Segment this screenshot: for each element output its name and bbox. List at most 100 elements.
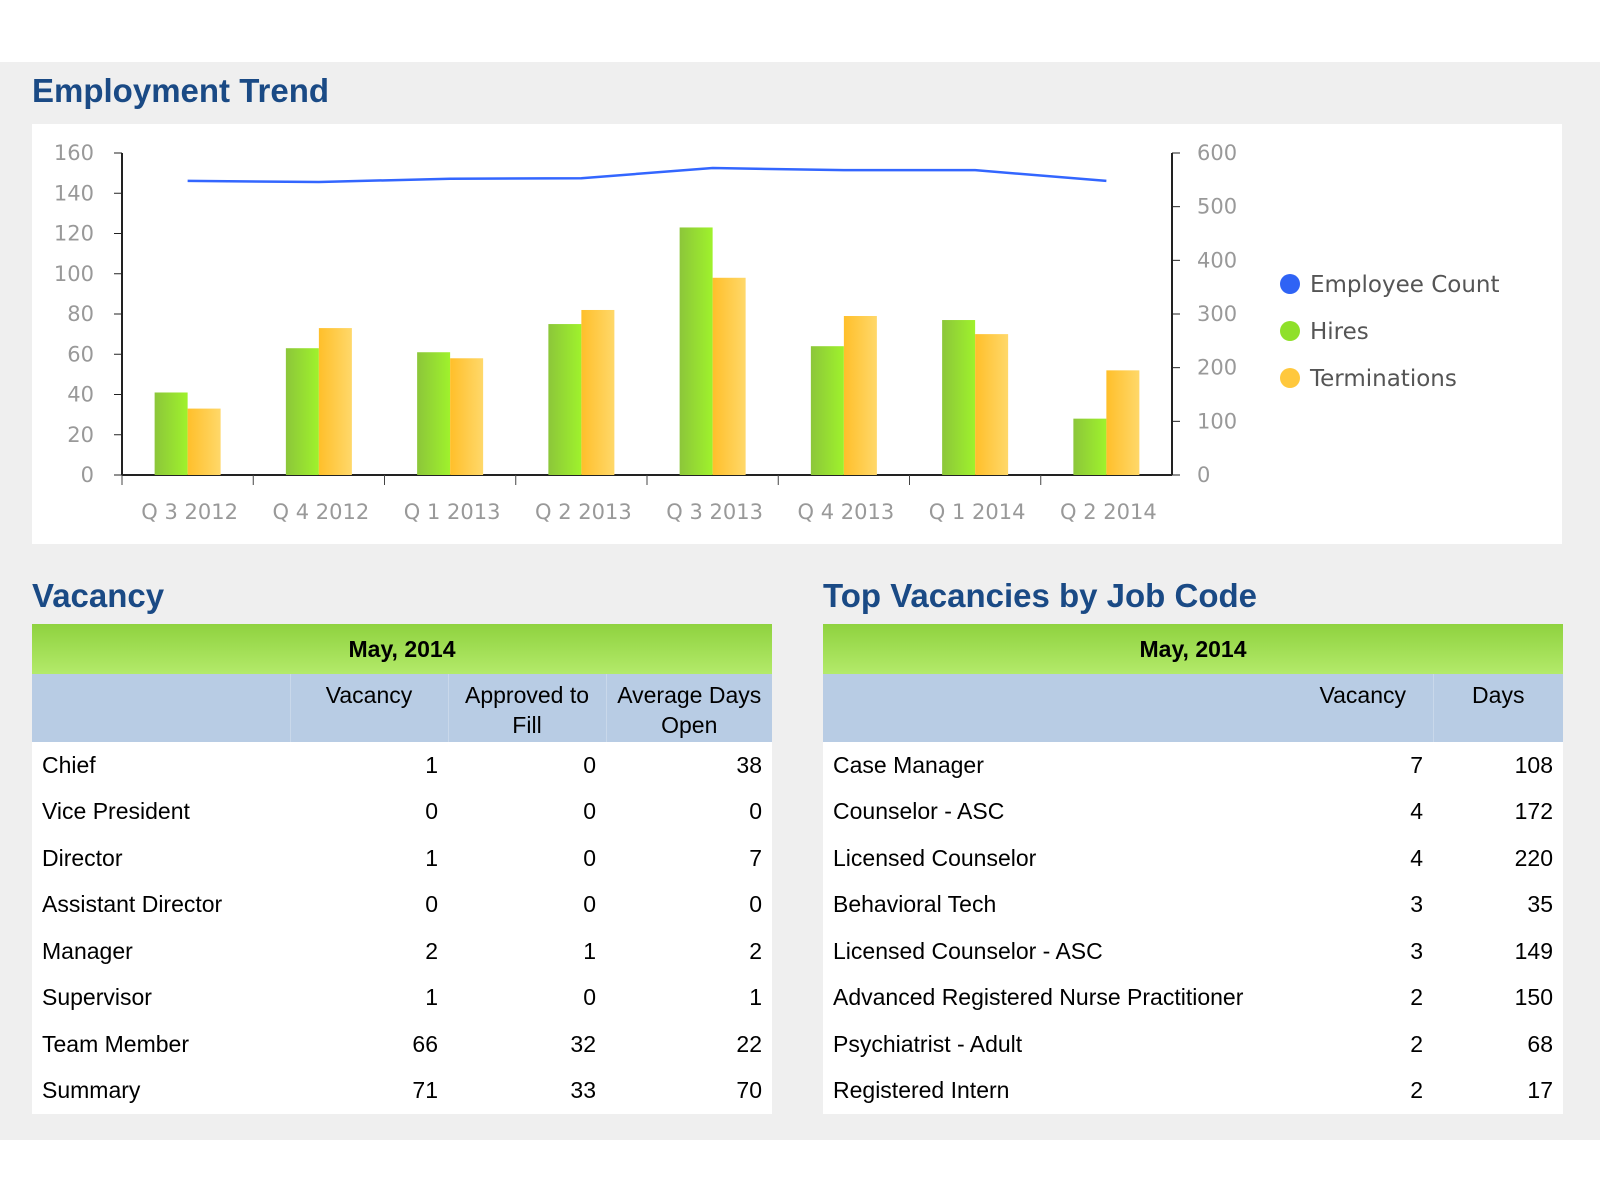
row-label: Counselor - ASC: [823, 788, 1293, 835]
top-vacancies-title: Top Vacancies by Job Code: [823, 577, 1258, 614]
x-tick-label: Q 4 2013: [798, 500, 895, 524]
cell-value: 0: [448, 788, 606, 835]
row-label: Team Member: [32, 1021, 290, 1068]
y-tick-label: 40: [67, 383, 94, 407]
hires-bar: [1073, 418, 1107, 475]
row-label: Licensed Counselor: [823, 835, 1293, 882]
hires-bar: [154, 392, 188, 475]
cell-value: 0: [290, 788, 448, 835]
cell-value: 150: [1433, 974, 1563, 1021]
row-label: Psychiatrist - Adult: [823, 1021, 1293, 1068]
cell-value: 38: [606, 742, 772, 789]
cell-value: 0: [606, 788, 772, 835]
table-row: Registered Intern 2 17: [823, 1067, 1563, 1114]
cell-value: 3: [1293, 928, 1433, 975]
hires-bar: [417, 352, 451, 475]
cell-value: 1: [290, 742, 448, 789]
cell-value: 33: [448, 1067, 606, 1114]
top-month: May, 2014: [823, 624, 1563, 674]
row-label: Director: [32, 835, 290, 882]
chart-svg: 0 20 40 60 80 100 120 140 160 0 100 200 300 400 500 600…: [54, 141, 1500, 524]
cell-value: 71: [290, 1067, 448, 1114]
y-tick-label: 0: [81, 463, 94, 487]
x-tick-label: Q 1 2013: [404, 500, 501, 524]
table-row: Counselor - ASC 4 172: [823, 788, 1563, 835]
cell-value: 220: [1433, 835, 1563, 882]
terminations-bar: [450, 358, 484, 475]
employment-trend-chart: 0 20 40 60 80 100 120 140 160 0 100 200 300 400 500 600…: [32, 124, 1562, 544]
y-tick-label: 160: [54, 141, 94, 165]
y2-tick-label: 300: [1197, 302, 1237, 326]
y-tick-label: 100: [54, 262, 94, 286]
terminations-bar: [187, 408, 221, 475]
cell-value: 2: [1293, 974, 1433, 1021]
col-header: Vacancy: [289, 674, 448, 742]
cell-value: 7: [606, 835, 772, 882]
col-header: Vacancy: [1293, 674, 1433, 742]
col-header: Average Days Open: [605, 674, 772, 742]
row-label: Supervisor: [32, 974, 290, 1021]
x-tick-label: Q 1 2014: [929, 500, 1026, 524]
cell-value: 68: [1433, 1021, 1563, 1068]
cell-value: 4: [1293, 835, 1433, 882]
cell-value: 35: [1433, 881, 1563, 928]
cell-value: 7: [1293, 742, 1433, 789]
y-tick-label: 80: [67, 302, 94, 326]
vacancy-title: Vacancy: [32, 577, 165, 614]
cell-value: 2: [290, 928, 448, 975]
col-header: Approved to Fill: [447, 674, 606, 742]
vacancy-table: May, 2014 Vacancy Approved to Fill Avera…: [32, 624, 772, 1114]
x-tick-label: Q 4 2012: [273, 500, 370, 524]
cell-value: 66: [290, 1021, 448, 1068]
cell-value: 22: [606, 1021, 772, 1068]
cell-value: 2: [1293, 1021, 1433, 1068]
terminations-bar: [318, 328, 352, 475]
cell-value: 0: [448, 742, 606, 789]
employee-count-line: [187, 166, 1107, 184]
vacancy-month: May, 2014: [32, 624, 772, 674]
y-tick-label: 20: [67, 423, 94, 447]
col-header: [823, 674, 1293, 742]
cell-value: 0: [606, 881, 772, 928]
cell-value: 0: [448, 974, 606, 1021]
table-row: Director 1 0 7: [32, 835, 772, 882]
hires-bar: [942, 320, 976, 475]
cell-value: 2: [1293, 1067, 1433, 1114]
row-label: Summary: [32, 1067, 290, 1114]
cell-value: 70: [606, 1067, 772, 1114]
table-row: Vice President 0 0 0: [32, 788, 772, 835]
table-row: Case Manager 7 108: [823, 742, 1563, 789]
cell-value: 3: [1293, 881, 1433, 928]
y-tick-label: 60: [67, 342, 94, 366]
row-label: Assistant Director: [32, 881, 290, 928]
legend-marker-hires: [1280, 321, 1300, 341]
table-row: Summary 71 33 70: [32, 1067, 772, 1114]
hires-bar: [679, 227, 713, 475]
cell-value: 0: [448, 881, 606, 928]
row-label: Behavioral Tech: [823, 881, 1293, 928]
row-label: Case Manager: [823, 742, 1293, 789]
y2-tick-label: 400: [1197, 248, 1237, 272]
legend-label: Employee Count: [1310, 272, 1500, 298]
table-row: Behavioral Tech 3 35: [823, 881, 1563, 928]
row-label: Vice President: [32, 788, 290, 835]
legend-marker-terminations: [1280, 368, 1300, 388]
terminations-bar: [581, 309, 615, 475]
cell-value: 1: [448, 928, 606, 975]
cell-value: 17: [1433, 1067, 1563, 1114]
hires-bar: [548, 324, 582, 475]
table-row: Supervisor 1 0 1: [32, 974, 772, 1021]
legend-marker-employee-count: [1280, 274, 1300, 294]
cell-value: 1: [290, 835, 448, 882]
terminations-bar: [712, 277, 746, 475]
cell-value: 0: [448, 835, 606, 882]
y-tick-label: 140: [54, 181, 94, 205]
y2-tick-label: 200: [1197, 356, 1237, 380]
legend-label: Hires: [1310, 319, 1369, 345]
col-header: [32, 674, 290, 742]
cell-value: 172: [1433, 788, 1563, 835]
cell-value: 1: [290, 974, 448, 1021]
y2-tick-label: 100: [1197, 409, 1237, 433]
hires-bar: [285, 348, 319, 475]
cell-value: 1: [606, 974, 772, 1021]
